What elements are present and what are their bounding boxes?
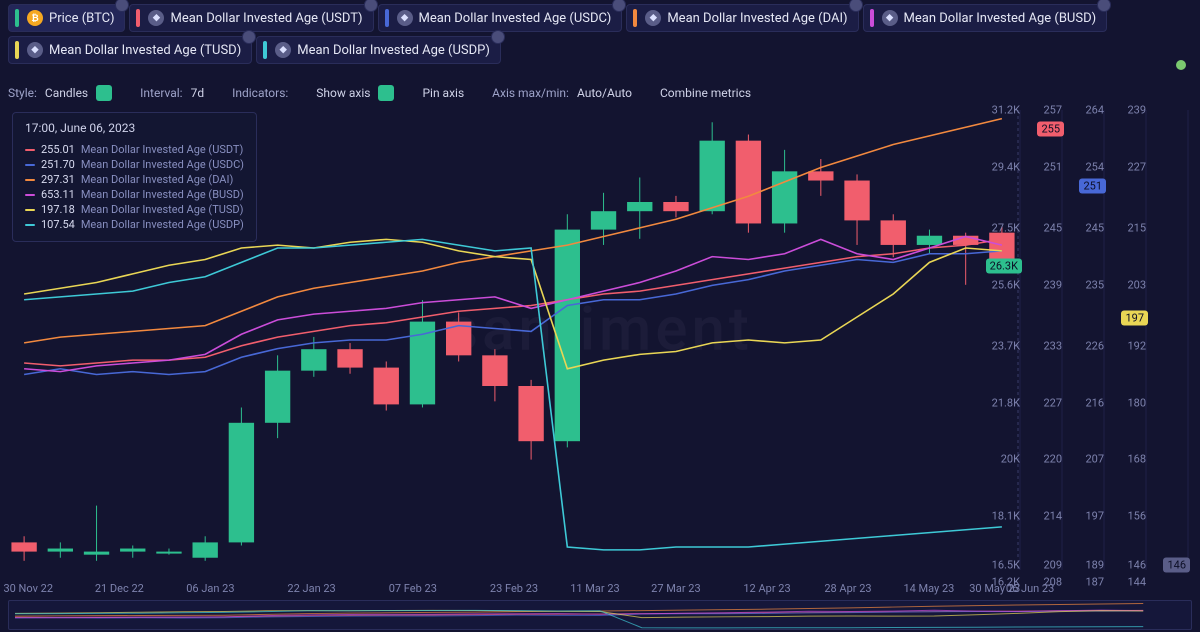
y-axis: 146: [1154, 110, 1192, 582]
tooltip-row: 107.54 Mean Dollar Invested Age (USDP): [25, 218, 244, 231]
series-pill[interactable]: ◆ Mean Dollar Invested Age (BUSD): [863, 4, 1108, 32]
series-legend-row: ₿ Price (BTC) ◆ Mean Dollar Invested Age…: [8, 4, 1192, 64]
y-axis: 264254245235226216207197189187251: [1070, 110, 1108, 582]
pill-handle-icon[interactable]: [849, 0, 863, 12]
tooltip-row: 653.11 Mean Dollar Invested Age (BUSD): [25, 188, 244, 201]
series-pill[interactable]: ◆ Mean Dollar Invested Age (USDP): [256, 36, 501, 64]
series-pill[interactable]: ◆ Mean Dollar Invested Age (USDC): [378, 4, 623, 32]
pill-handle-icon[interactable]: [364, 0, 378, 12]
series-label: Mean Dollar Invested Age (BUSD): [904, 11, 1097, 26]
interval-selector[interactable]: Interval: 7d: [140, 86, 204, 100]
series-label: Mean Dollar Invested Age (DAI): [667, 11, 847, 26]
axis-value-badge: 26.3K: [986, 258, 1022, 273]
tooltip-row: 255.01 Mean Dollar Invested Age (USDT): [25, 143, 244, 156]
series-pill[interactable]: ₿ Price (BTC): [8, 4, 125, 32]
pill-handle-icon[interactable]: [612, 0, 626, 12]
axis-value: Auto/Auto: [577, 86, 632, 100]
axis-value-badge: 146: [1163, 558, 1190, 573]
series-pill[interactable]: ◆ Mean Dollar Invested Age (DAI): [626, 4, 858, 32]
indicators-selector[interactable]: Indicators:: [232, 86, 288, 100]
series-label: Price (BTC): [49, 11, 114, 26]
asset-icon: ◆: [645, 10, 661, 26]
pin-axis-toggle[interactable]: Pin axis: [422, 86, 464, 100]
interval-value: 7d: [191, 86, 205, 100]
pill-handle-icon[interactable]: [491, 30, 505, 44]
series-label: Mean Dollar Invested Age (USDC): [419, 11, 612, 26]
asset-icon: ◆: [275, 42, 291, 58]
style-selector[interactable]: Style: Candles: [8, 85, 112, 101]
pin-axis-label: Pin axis: [422, 86, 464, 100]
tooltip-row: 197.18 Mean Dollar Invested Age (TUSD): [25, 203, 244, 216]
asset-icon: ◆: [397, 10, 413, 26]
x-axis: 30 Nov 2221 Dec 2206 Jan 2322 Jan 2307 F…: [8, 582, 1020, 596]
indicators-label: Indicators:: [232, 86, 288, 100]
interval-label: Interval:: [140, 86, 182, 100]
style-swatch: [96, 85, 112, 101]
show-axis-label: Show axis: [316, 86, 370, 100]
series-label: Mean Dollar Invested Age (USDP): [297, 43, 490, 58]
show-axis-toggle[interactable]: Show axis: [316, 85, 394, 101]
chart-toolbar: Style: Candles Interval: 7d Indicators: …: [8, 85, 1192, 101]
brush-timeline[interactable]: [8, 600, 1192, 630]
asset-icon: ◆: [27, 42, 43, 58]
axis-value-badge: 251: [1079, 178, 1106, 193]
series-label: Mean Dollar Invested Age (USDT): [170, 11, 362, 26]
series-pill[interactable]: ◆ Mean Dollar Invested Age (USDT): [129, 4, 373, 32]
series-pill[interactable]: ◆ Mean Dollar Invested Age (TUSD): [8, 36, 252, 64]
y-axis: 31.2K29.4K27.5K25.6K23.7K21.8K20K18.1K16…: [986, 110, 1024, 582]
tooltip-row: 297.31 Mean Dollar Invested Age (DAI): [25, 173, 244, 186]
pill-handle-icon[interactable]: [242, 30, 256, 44]
asset-icon: ₿: [27, 10, 43, 26]
asset-icon: ◆: [148, 10, 164, 26]
axis-value-badge: 255: [1037, 121, 1064, 136]
style-label: Style:: [8, 86, 37, 100]
show-axis-swatch: [378, 85, 394, 101]
combine-metrics-button[interactable]: Combine metrics: [660, 86, 751, 100]
axis-value-badge: 197: [1121, 310, 1148, 325]
status-indicator: [1176, 60, 1186, 70]
combine-label: Combine metrics: [660, 86, 751, 100]
style-value: Candles: [45, 86, 88, 100]
pill-handle-icon[interactable]: [1097, 0, 1111, 12]
hover-tooltip: 17:00, June 06, 2023 255.01 Mean Dollar …: [12, 112, 257, 242]
pill-handle-icon[interactable]: [115, 0, 129, 12]
series-label: Mean Dollar Invested Age (TUSD): [49, 43, 241, 58]
tooltip-row: 251.70 Mean Dollar Invested Age (USDC): [25, 158, 244, 171]
axis-minmax-selector[interactable]: Axis max/min: Auto/Auto: [492, 86, 632, 100]
asset-icon: ◆: [882, 10, 898, 26]
tooltip-timestamp: 17:00, June 06, 2023: [25, 121, 244, 135]
axis-label: Axis max/min:: [492, 86, 569, 100]
y-axis: 257251245239233227220214209208255: [1028, 110, 1066, 582]
y-axis: 239227215203192180168156146144197: [1112, 110, 1150, 582]
